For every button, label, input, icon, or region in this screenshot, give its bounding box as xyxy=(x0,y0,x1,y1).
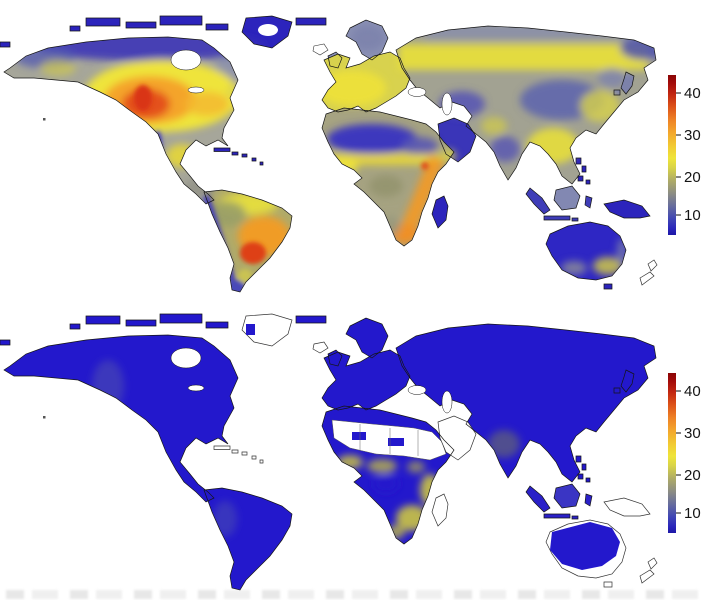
colorbar-tick-label: 20 xyxy=(684,169,701,186)
hudson-bay xyxy=(170,49,202,71)
upper-map-raster xyxy=(0,16,656,292)
landmass-europe xyxy=(322,350,410,410)
greenland-data-patch xyxy=(246,324,255,335)
caribbean-outline xyxy=(213,445,264,464)
hawaii-speck xyxy=(43,416,46,419)
iceland-outline xyxy=(312,43,329,56)
hudson-bay xyxy=(170,347,202,369)
colorbar-gradient xyxy=(668,373,676,533)
heat-overlays-lower xyxy=(92,360,520,539)
landmass-north-america xyxy=(4,335,238,502)
landmass-tasmania xyxy=(604,284,612,289)
colorbar-tick-label: 20 xyxy=(684,467,701,484)
caspian-sea xyxy=(441,92,453,116)
madagascar-outline xyxy=(431,493,449,527)
black-sea xyxy=(407,87,427,97)
colorbar-tick-label: 10 xyxy=(684,505,701,522)
landmass-south-america xyxy=(204,488,292,590)
colorbar-tick-label: 10 xyxy=(684,207,701,224)
landmass-caribbean xyxy=(214,148,263,165)
colorbar-ticks xyxy=(676,92,681,216)
upper-map-panel: 40 30 20 10 xyxy=(0,15,701,293)
lakes-upper xyxy=(170,24,453,116)
lower-map-raster xyxy=(0,314,656,590)
greenland-ice-gap xyxy=(258,24,278,36)
lakes-lower xyxy=(170,347,453,414)
colorbar-ticks xyxy=(676,390,681,514)
new-zealand-outline xyxy=(639,557,658,584)
colorbar-gradient xyxy=(668,75,676,235)
black-sea xyxy=(407,385,427,395)
iceland-outline xyxy=(312,341,329,354)
new-zealand-outline xyxy=(639,259,658,286)
great-lakes xyxy=(187,86,205,94)
lower-map-panel: 40 30 20 10 xyxy=(0,313,701,591)
cropped-caption-remnant xyxy=(6,590,701,599)
caspian-sea xyxy=(441,390,453,414)
new-guinea-outline xyxy=(603,497,651,517)
hawaii-speck xyxy=(43,118,46,121)
great-lakes xyxy=(187,384,205,392)
colorbar-tick-label: 40 xyxy=(684,85,701,102)
colorbar-lower: 40 30 20 10 xyxy=(668,373,701,533)
colorbar-tick-label: 40 xyxy=(684,383,701,400)
colorbar-tick-label: 30 xyxy=(684,127,701,144)
tasmania-outline xyxy=(603,581,613,588)
colorbar-tick-label: 30 xyxy=(684,425,701,442)
australia-data-region xyxy=(550,522,620,570)
colorbar-upper: 40 30 20 10 xyxy=(668,75,701,235)
